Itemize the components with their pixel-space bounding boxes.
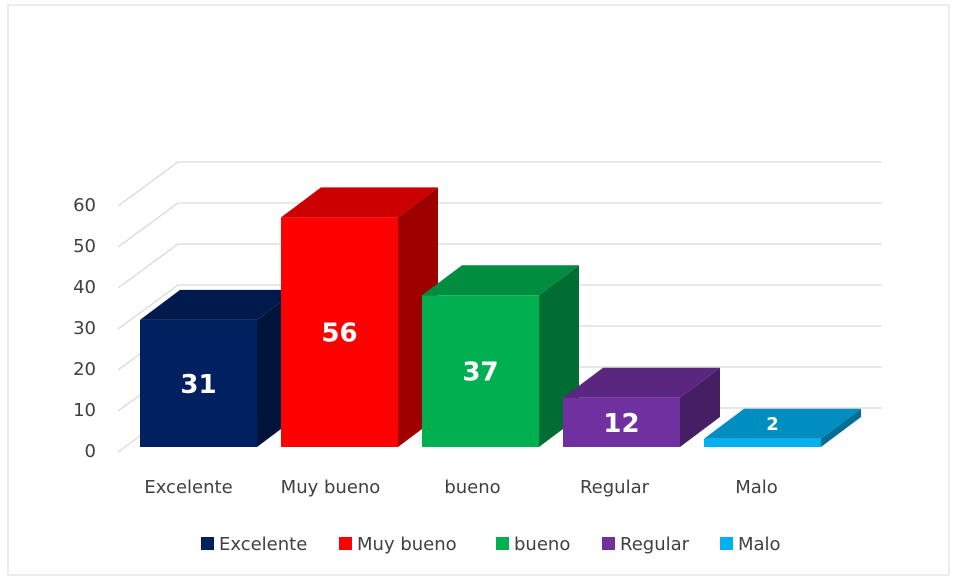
value-label: 31	[180, 370, 216, 400]
legend-label: Excelente	[219, 534, 307, 555]
legend-swatch	[201, 537, 214, 550]
bar-top	[281, 187, 438, 218]
bar-side	[680, 367, 720, 447]
bar-top	[704, 408, 861, 439]
grid-line	[117, 202, 882, 248]
y-tick-label: 50	[73, 236, 96, 257]
bar	[281, 217, 398, 447]
x-tick-label: Malo	[735, 477, 778, 498]
legend-label: Regular	[620, 534, 690, 555]
legend-swatch	[602, 537, 615, 550]
grid-line	[117, 243, 882, 289]
legend-swatch	[720, 537, 733, 550]
value-label: 56	[321, 319, 357, 349]
value-label: 37	[462, 358, 498, 388]
y-tick-label: 60	[73, 195, 96, 216]
y-tick-label: 0	[85, 441, 96, 462]
x-tick-label: bueno	[444, 477, 500, 498]
bar-top	[422, 265, 579, 296]
x-tick-label: Excelente	[144, 477, 232, 498]
bar	[563, 397, 680, 447]
y-tick-label: 20	[73, 359, 96, 380]
y-tick-label: 10	[73, 400, 96, 421]
bar	[704, 438, 821, 447]
bar-side	[821, 408, 861, 447]
y-tick-label: 40	[73, 277, 96, 298]
value-label: 12	[603, 409, 639, 439]
grid-line	[117, 161, 882, 207]
legend-swatch	[496, 537, 509, 550]
bar-top	[563, 367, 720, 398]
bar	[140, 319, 257, 447]
legend-label: Muy bueno	[357, 534, 457, 555]
legend-swatch	[339, 537, 352, 550]
value-label: 2	[766, 414, 779, 435]
bar-top	[140, 289, 297, 320]
y-tick-label: 30	[73, 318, 96, 339]
x-tick-label: Muy bueno	[281, 477, 381, 498]
bar	[422, 295, 539, 447]
legend-label: bueno	[514, 534, 570, 555]
x-tick-label: Regular	[580, 477, 650, 498]
legend-label: Malo	[738, 534, 781, 555]
grid-line	[117, 284, 882, 330]
